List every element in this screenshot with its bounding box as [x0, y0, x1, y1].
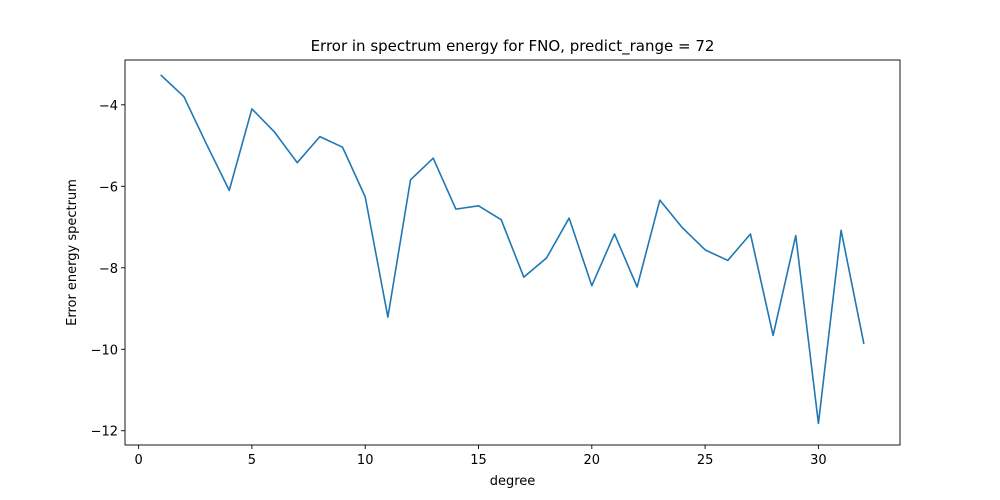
- y-tick-label: −12: [91, 425, 118, 440]
- y-tick-label: −6: [99, 180, 118, 195]
- x-tick-label: 0: [134, 453, 142, 468]
- x-tick-label: 20: [584, 453, 601, 468]
- series-line: [160, 74, 865, 425]
- y-tick-label: −4: [99, 99, 118, 114]
- y-tick-label: −8: [99, 262, 118, 277]
- y-axis-label: Error energy spectrum: [65, 179, 80, 326]
- plot-frame: [124, 59, 901, 446]
- x-tick-label: 10: [357, 453, 374, 468]
- chart-title: Error in spectrum energy for FNO, predic…: [311, 37, 715, 56]
- x-tick-label: 25: [697, 453, 714, 468]
- x-tick-label: 15: [470, 453, 487, 468]
- plot-area: 0 5 10 15 20 25 30 −12 −10 −8 −6 −4: [91, 59, 901, 468]
- x-axis-label: degree: [490, 474, 536, 489]
- x-tick-label: 5: [248, 453, 256, 468]
- y-tick-label: −10: [91, 343, 118, 358]
- x-tick-label: 30: [810, 453, 827, 468]
